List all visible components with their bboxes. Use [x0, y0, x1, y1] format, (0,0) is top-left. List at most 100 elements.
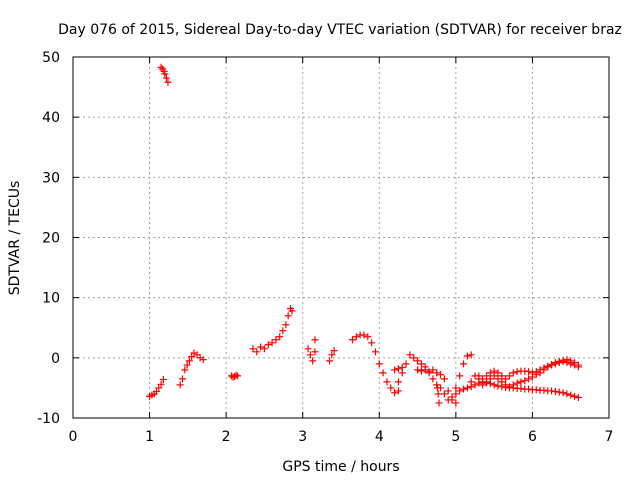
data-point-marker — [433, 381, 441, 389]
data-point-marker — [517, 385, 525, 393]
data-point-marker — [379, 369, 387, 377]
data-point-marker — [509, 381, 517, 389]
data-point-marker — [498, 372, 506, 380]
grid-lines — [73, 57, 609, 418]
x-tick-label: 6 — [528, 429, 537, 445]
data-point-marker — [494, 382, 502, 390]
data-point-marker — [328, 351, 336, 359]
data-point-marker — [279, 327, 287, 335]
x-tick-label: 1 — [145, 429, 154, 445]
y-tick-label: -10 — [37, 411, 60, 427]
data-point-marker — [360, 331, 368, 339]
data-point-marker — [155, 384, 163, 392]
data-point-marker — [234, 372, 242, 380]
data-point-marker — [482, 372, 490, 380]
data-point-marker — [528, 369, 536, 377]
data-point-marker — [540, 386, 548, 394]
data-point-marker — [157, 63, 165, 71]
data-point-marker — [532, 386, 540, 394]
data-point-marker — [304, 345, 312, 353]
data-point-marker — [559, 389, 567, 397]
data-point-marker — [479, 381, 487, 389]
data-point-marker — [502, 375, 510, 383]
data-point-marker — [471, 381, 479, 389]
data-point-marker — [548, 360, 556, 368]
data-point-marker — [368, 339, 376, 347]
data-point-marker — [414, 357, 422, 365]
x-tick-label: 0 — [69, 429, 78, 445]
data-point-marker — [555, 388, 563, 396]
data-point-marker — [525, 385, 533, 393]
data-point-marker — [532, 368, 540, 376]
data-point-marker — [505, 372, 513, 380]
data-point-marker — [433, 369, 441, 377]
y-tick-label: 20 — [42, 231, 60, 247]
axis-ticks: 0 1 2 3 4 5 6 7 -10 0 10 20 30 40 50 — [37, 50, 613, 445]
x-tick-label: 7 — [605, 429, 614, 445]
data-point-marker — [264, 341, 272, 349]
data-point-marker — [232, 371, 240, 379]
data-point-marker — [410, 354, 418, 362]
data-point-marker — [452, 399, 460, 407]
data-point-marker — [178, 375, 186, 383]
data-point-marker — [513, 379, 521, 387]
data-point-marker — [448, 396, 456, 404]
data-point-marker — [444, 387, 452, 395]
data-point-marker — [188, 353, 196, 361]
data-point-marker — [414, 366, 422, 374]
data-point-marker — [463, 352, 471, 360]
data-point-marker — [417, 360, 425, 368]
data-point-marker — [460, 385, 468, 393]
data-point-marker — [348, 336, 356, 344]
data-point-marker — [352, 333, 360, 341]
data-point-marker — [375, 360, 383, 368]
data-point-marker — [505, 383, 513, 391]
data-point-marker — [517, 378, 525, 386]
data-point-marker — [574, 361, 582, 369]
data-point-marker — [460, 360, 468, 368]
data-point-marker — [260, 345, 268, 353]
data-point-marker — [567, 357, 575, 365]
data-point-marker — [231, 372, 239, 380]
data-point-marker — [525, 368, 533, 376]
data-point-marker — [330, 347, 338, 355]
data-point-marker — [429, 375, 437, 383]
x-tick-label: 5 — [451, 429, 460, 445]
y-axis-label: SDTVAR / TECUs — [7, 181, 23, 296]
data-point-marker — [417, 367, 425, 375]
data-point-marker — [249, 345, 257, 353]
data-point-marker — [421, 366, 429, 374]
data-point-marker — [440, 375, 448, 383]
data-point-marker — [272, 336, 280, 344]
x-axis-label: GPS time / hours — [282, 459, 399, 475]
data-point-marker — [282, 321, 290, 329]
data-point-marker — [486, 369, 494, 377]
data-point-marker — [164, 78, 172, 86]
x-tick-label: 3 — [298, 429, 307, 445]
data-point-marker — [456, 372, 464, 380]
data-point-marker — [364, 333, 372, 341]
chart-title: Day 076 of 2015, Sidereal Day-to-day VTE… — [58, 22, 622, 38]
data-point-marker — [398, 363, 406, 371]
y-tick-label: 50 — [42, 50, 60, 66]
data-point-marker — [162, 74, 170, 82]
data-point-marker — [181, 366, 189, 374]
data-point-marker — [548, 387, 556, 395]
data-point-marker — [521, 367, 529, 375]
data-point-marker — [433, 384, 441, 392]
data-point-marker — [391, 389, 399, 397]
data-point-marker — [284, 312, 292, 320]
y-tick-label: 10 — [42, 291, 60, 307]
data-point-marker — [435, 399, 443, 407]
data-point-marker — [157, 380, 165, 388]
data-point-marker — [521, 377, 529, 385]
y-tick-label: 0 — [51, 351, 60, 367]
data-point-marker — [490, 367, 498, 375]
data-point-marker — [306, 351, 314, 359]
data-point-marker — [193, 351, 201, 359]
data-point-marker — [571, 392, 579, 400]
data-point-marker — [176, 381, 184, 389]
data-point-marker — [563, 390, 571, 398]
data-point-marker — [502, 381, 510, 389]
data-point-marker — [513, 368, 521, 376]
